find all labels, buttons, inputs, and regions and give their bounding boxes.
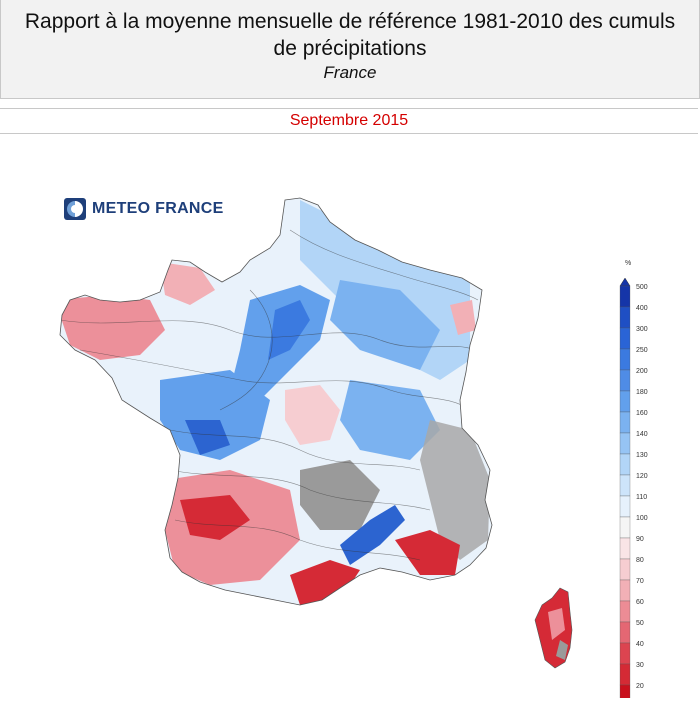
legend-swatch xyxy=(619,621,631,644)
legend-tick-label: 100 xyxy=(636,515,648,522)
legend-swatch xyxy=(619,348,631,371)
zone-cevennes-very-wet xyxy=(340,505,405,565)
legend-swatch xyxy=(619,432,631,455)
legend-tick-label: 130 xyxy=(636,452,648,459)
legend-swatch xyxy=(619,327,631,350)
legend-tick-label: 110 xyxy=(636,494,647,501)
legend-tick-label: 70 xyxy=(636,578,644,585)
zone-alsace-dry xyxy=(450,300,476,335)
zone-west-wet xyxy=(160,370,270,460)
meteo-france-logo-icon xyxy=(64,198,86,220)
legend-swatch xyxy=(619,306,631,329)
title-box: Rapport à la moyenne mensuelle de référe… xyxy=(0,0,700,99)
zone-normandy-dry xyxy=(160,262,215,305)
legend-tick-label: 180 xyxy=(636,389,648,396)
legend-tick-label: 60 xyxy=(636,599,644,606)
legend-tick-label: 90 xyxy=(636,536,644,543)
meteo-france-logo: METEO FRANCE xyxy=(64,197,224,221)
legend-swatch xyxy=(619,516,631,539)
zone-massif-central-relief xyxy=(300,460,380,530)
zone-west-very-wet xyxy=(185,420,230,455)
contour-lines xyxy=(60,229,479,561)
map-title-line-2: de précipitations xyxy=(273,37,427,60)
legend-tick-label: 40 xyxy=(636,641,644,648)
legend-swatch xyxy=(619,453,631,476)
zone-alps-relief xyxy=(420,420,490,560)
legend-colorbar: 500 400 300 250 200 180 160 140 130 120 110 100 90 80… xyxy=(619,277,648,698)
legend-tick-label: 160 xyxy=(636,410,648,417)
zone-east-wet xyxy=(340,380,440,460)
legend-swatch xyxy=(619,495,631,518)
legend-swatch xyxy=(619,558,631,581)
legend-swatch xyxy=(619,285,631,308)
legend-unit: % xyxy=(625,260,632,267)
legend-tick-label: 250 xyxy=(636,347,648,354)
legend-tick-label: 200 xyxy=(636,368,648,375)
period-label: Septembre 2015 xyxy=(0,108,698,134)
legend-tick-label: 300 xyxy=(636,326,648,333)
map-title-line-1: Rapport à la moyenne mensuelle de référe… xyxy=(24,10,676,33)
corsica xyxy=(534,587,573,669)
precipitation-map xyxy=(59,197,573,669)
legend-swatch xyxy=(619,663,631,686)
map-subtitle: France xyxy=(323,63,377,82)
legend-tick-label: 30 xyxy=(636,662,644,669)
zone-northeast-wet-core xyxy=(330,280,440,370)
legend-swatch xyxy=(619,684,631,698)
legend-swatch xyxy=(619,579,631,602)
zone-provence-very-dry xyxy=(395,530,460,575)
zone-southwest-very-dry xyxy=(180,495,250,540)
legend-arrow-top xyxy=(619,277,631,287)
zone-center-dry xyxy=(285,385,340,445)
zone-brittany-dry xyxy=(60,295,165,360)
france-mainland xyxy=(60,198,492,605)
legend-swatch xyxy=(619,642,631,665)
legend-tick-label: 20 xyxy=(636,683,644,690)
legend-swatch xyxy=(619,369,631,392)
legend-swatch xyxy=(619,537,631,560)
legend-tick-label: 80 xyxy=(636,557,644,564)
legend-swatch xyxy=(619,474,631,497)
legend-swatch xyxy=(619,390,631,413)
legend-swatch xyxy=(619,411,631,434)
legend-tick-label: 50 xyxy=(636,620,644,627)
legend-tick-label: 140 xyxy=(636,431,648,438)
legend-tick-label: 400 xyxy=(636,305,648,312)
zone-paris-very-wet xyxy=(268,300,310,360)
france-outline xyxy=(59,197,493,606)
logo-text: METEO FRANCE xyxy=(92,200,224,217)
legend-swatch xyxy=(619,600,631,623)
legend-tick-label: 500 xyxy=(636,284,648,291)
legend-tick-label: 120 xyxy=(636,473,648,480)
